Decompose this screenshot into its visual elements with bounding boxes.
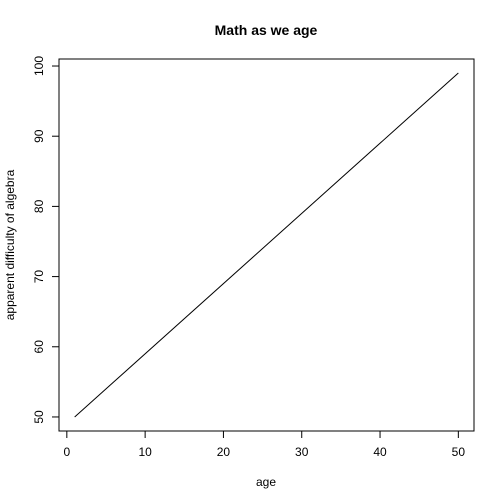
x-axis-label: age <box>256 475 276 489</box>
y-tick-label: 90 <box>32 129 46 143</box>
x-tick-label: 30 <box>295 445 309 459</box>
series-layer <box>74 72 459 418</box>
x-axis: 0 10 20 30 40 50 <box>63 430 466 459</box>
x-tick-label: 50 <box>452 445 466 459</box>
y-tick-label: 70 <box>32 270 46 284</box>
x-tick-label: 0 <box>63 445 70 459</box>
y-axis: 50 60 70 80 90 100 <box>32 56 60 424</box>
y-tick-label: 80 <box>32 199 46 213</box>
y-tick-label: 60 <box>32 340 46 354</box>
series-line <box>74 72 459 418</box>
x-tick-label: 40 <box>373 445 387 459</box>
y-tick-label: 50 <box>32 410 46 424</box>
x-tick-label: 10 <box>138 445 152 459</box>
y-tick-label: 100 <box>32 56 46 76</box>
chart-title: Math as we age <box>215 22 318 38</box>
y-axis-label: apparent difficulty of algebra <box>3 169 17 320</box>
x-tick-label: 20 <box>217 445 231 459</box>
